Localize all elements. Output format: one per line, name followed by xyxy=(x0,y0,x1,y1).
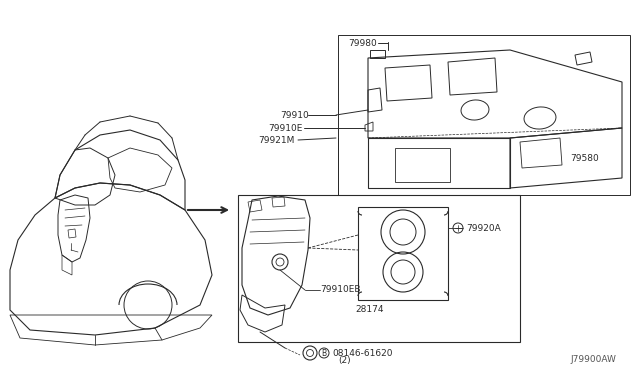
Text: 79910E: 79910E xyxy=(268,124,302,132)
Text: B: B xyxy=(321,349,326,357)
Text: 79580: 79580 xyxy=(570,154,599,163)
Text: 79980: 79980 xyxy=(348,38,377,48)
Text: 79910: 79910 xyxy=(280,110,308,119)
Text: 79910EB: 79910EB xyxy=(320,285,360,295)
Text: (2): (2) xyxy=(338,356,351,366)
Text: 08146-61620: 08146-61620 xyxy=(332,349,392,357)
Text: J79900AW: J79900AW xyxy=(570,356,616,365)
Text: 79921M: 79921M xyxy=(258,135,294,144)
Text: 28174: 28174 xyxy=(355,305,383,314)
Text: 79920A: 79920A xyxy=(466,224,500,232)
